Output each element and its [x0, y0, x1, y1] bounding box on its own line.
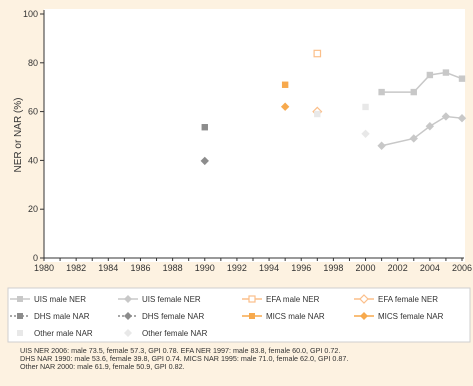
legend-item-7: MICS female NAR: [354, 312, 444, 321]
chart-notes: UIS NER 2006: male 73.5, female 57.3, GP…: [20, 347, 470, 371]
legend-item-8: Other male NAR: [17, 329, 93, 338]
legend-label-1: UIS female NER: [142, 295, 201, 304]
x-tick-label-1: 1982: [66, 263, 86, 273]
y-tick-label-4: 80: [28, 58, 38, 68]
series-layer: [200, 49, 467, 166]
legend-label-4: DHS male NAR: [34, 312, 90, 321]
series-4: [201, 124, 208, 131]
x-tick-label-6: 1992: [227, 263, 247, 273]
data-point-8-0: [314, 110, 321, 118]
legend-item-6: MICS male NAR: [242, 312, 325, 321]
series-1: [377, 112, 467, 150]
y-tick-label-1: 20: [28, 204, 38, 214]
y-tick-labels: 0 20 40 60 80 100: [23, 9, 38, 263]
legend-item-2: EFA male NER: [242, 295, 320, 304]
legend-swatch-marker-0: [17, 296, 23, 302]
legend-item-4: DHS male NAR: [10, 312, 90, 321]
legend-item-5: DHS female NAR: [118, 312, 204, 321]
data-point-0-3: [442, 69, 450, 76]
legend-swatch-marker-9: [124, 329, 132, 337]
x-tick-labels: 1980 1982 1984 1986 1988 1990 1992 1994 1996 1998…: [34, 263, 472, 273]
data-point-1-3: [441, 112, 451, 121]
series-8: [314, 103, 369, 118]
legend-label-7: MICS female NAR: [378, 312, 444, 321]
legend-swatch-marker-4: [17, 313, 23, 319]
data-point-2-0: [313, 49, 322, 58]
data-point-9-0: [361, 129, 370, 139]
x-tick-label-11: 2002: [388, 263, 408, 273]
legend-swatch-marker-7: [360, 312, 368, 320]
x-tick-label-0: 1980: [34, 263, 54, 273]
x-tick-label-4: 1988: [163, 263, 183, 273]
legend-item-9: Other female NAR: [124, 329, 208, 338]
data-point-1-1: [409, 134, 418, 143]
series-9: [361, 129, 370, 139]
data-point-0-2: [426, 71, 434, 79]
legend-swatch-marker-5: [124, 312, 132, 320]
x-tick-label-3: 1986: [130, 263, 150, 273]
series-2: [313, 49, 322, 58]
legend-label-0: UIS male NER: [34, 295, 86, 304]
x-tick-label-9: 1998: [323, 263, 343, 273]
legend-swatch-marker-8: [17, 330, 23, 336]
series-5: [200, 156, 209, 166]
y-axis-title: NER or NAR (%): [13, 97, 24, 172]
legend-label-6: MICS male NAR: [266, 312, 325, 321]
y-tick-label-0: 0: [33, 253, 38, 263]
legend-swatch-marker-6: [249, 313, 255, 319]
x-tick-label-5: 1990: [195, 263, 215, 273]
legend-label-2: EFA male NER: [266, 295, 320, 304]
x-tick-label-7: 1994: [259, 263, 279, 273]
legend-label-5: DHS female NAR: [142, 312, 204, 321]
legend-swatch-marker-1: [124, 295, 132, 303]
data-point-0-0: [378, 88, 385, 96]
y-tick-label-3: 60: [28, 107, 38, 117]
chart-canvas: 1980 1982 1984 1986 1988 1990 1992 1994 1996 1998…: [7, 9, 472, 343]
data-point-1-4: [457, 113, 467, 123]
series-6: [281, 81, 289, 88]
data-point-1-0: [377, 141, 386, 150]
data-point-8-1: [362, 103, 369, 111]
legend-label-8: Other male NAR: [34, 329, 93, 338]
legend-swatch-marker-2: [248, 295, 256, 303]
data-point-4-0: [201, 124, 208, 131]
data-point-5-0: [200, 156, 209, 166]
legend: UIS male NER UIS female NER EFA male NER EF…: [10, 294, 444, 338]
plot-area: [44, 9, 465, 262]
x-tick-label-13: 2006: [452, 263, 472, 273]
data-point-0-4: [458, 75, 466, 82]
data-point-1-2: [425, 122, 435, 131]
note-line-1: UIS NER 2006: male 73.5, female 57.3, GP…: [20, 346, 341, 355]
legend-label-9: Other female NAR: [142, 329, 208, 338]
note-line-2: DHS NAR 1990: male 53.6, female 39.8, GP…: [20, 354, 349, 363]
axes: [40, 10, 464, 261]
legend-box: [7, 287, 471, 343]
data-point-7-0: [280, 102, 290, 111]
y-tick-label-5: 100: [23, 9, 38, 19]
legend-item-3: EFA female NER: [354, 294, 438, 304]
x-tick-label-10: 2000: [356, 263, 376, 273]
x-tick-label-8: 1996: [291, 263, 311, 273]
legend-swatch-marker-3: [359, 294, 369, 304]
data-point-6-0: [281, 81, 289, 88]
series-7: [280, 102, 290, 111]
legend-label-3: EFA female NER: [378, 295, 438, 304]
note-line-3: Other NAR 2000: male 61.9, female 50.9, …: [20, 362, 185, 371]
legend-item-1: UIS female NER: [118, 295, 201, 304]
data-point-0-1: [410, 88, 417, 96]
x-tick-label-2: 1984: [98, 263, 118, 273]
series-0: [378, 69, 466, 96]
legend-item-0: UIS male NER: [10, 295, 86, 304]
y-tick-label-2: 40: [28, 155, 38, 165]
x-tick-label-12: 2004: [420, 263, 440, 273]
